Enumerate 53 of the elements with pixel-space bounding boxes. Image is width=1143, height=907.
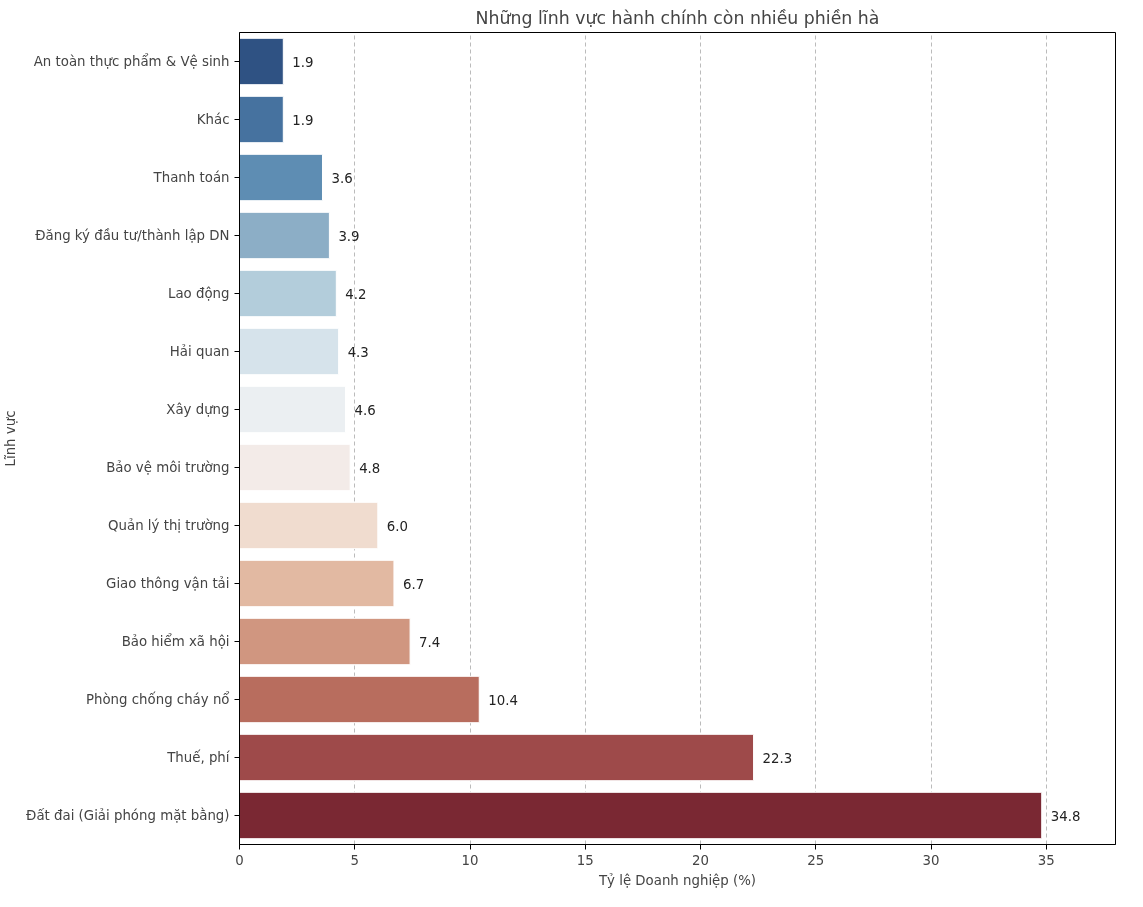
bar xyxy=(239,559,395,608)
bar xyxy=(239,211,330,260)
y-tick-label: Phòng chống cháy nổ xyxy=(85,691,230,707)
y-tick-label: Khác xyxy=(196,112,230,127)
bar xyxy=(239,791,1043,840)
x-tick-label: 10 xyxy=(461,852,479,868)
data-label: 3.6 xyxy=(331,170,353,186)
data-label: 10.4 xyxy=(488,692,518,708)
data-label: 4.8 xyxy=(359,460,381,476)
data-label: 3.9 xyxy=(338,228,360,244)
chart-title: Những lĩnh vực hành chính còn nhiều phiền hà xyxy=(475,7,880,28)
x-axis-title: Tỷ lệ Doanh nghiệp (%) xyxy=(597,872,757,888)
x-tick-label: 20 xyxy=(692,852,710,868)
data-label: 1.9 xyxy=(292,54,314,70)
data-label: 1.9 xyxy=(292,112,314,128)
data-label: 22.3 xyxy=(762,750,793,766)
bar xyxy=(239,675,480,724)
data-label: 34.8 xyxy=(1050,808,1081,824)
y-tick-label: An toàn thực phẩm & Vệ sinh xyxy=(33,53,230,69)
y-tick-label: Đất đai (Giải phóng mặt bằng) xyxy=(26,807,230,823)
data-label: 4.2 xyxy=(345,286,367,302)
data-label: 7.4 xyxy=(419,634,441,650)
y-axis-title: Lĩnh vực xyxy=(3,410,19,467)
data-label: 6.7 xyxy=(402,576,425,592)
y-tick-label: Hải quan xyxy=(169,344,230,359)
bar xyxy=(239,617,411,666)
bar xyxy=(239,733,755,782)
bar xyxy=(239,95,284,144)
y-tick-label: Bảo vệ môi trường xyxy=(106,460,230,475)
y-tick-label: Giao thông vận tải xyxy=(106,576,230,591)
bar xyxy=(239,501,379,550)
y-tick-label: Lao động xyxy=(167,286,230,301)
data-label: 6.0 xyxy=(386,518,409,534)
bar xyxy=(239,37,284,86)
bar xyxy=(239,153,323,202)
data-label: 4.6 xyxy=(354,402,376,418)
bar xyxy=(239,327,340,376)
bar xyxy=(239,385,347,434)
x-tick-label: 30 xyxy=(922,852,940,868)
bar xyxy=(239,443,351,492)
x-tick-label: 5 xyxy=(350,852,360,868)
y-tick-label: Quản lý thị trường xyxy=(108,518,230,533)
x-tick-label: 35 xyxy=(1037,852,1055,868)
y-tick-label: Thanh toán xyxy=(152,170,230,185)
y-tick-label: Xây dựng xyxy=(166,402,230,417)
x-tick-label: 25 xyxy=(807,852,825,868)
bar xyxy=(239,269,337,318)
x-tick-label: 15 xyxy=(576,852,594,868)
y-tick-label: Bảo hiểm xã hội xyxy=(121,633,230,649)
data-label: 4.3 xyxy=(347,344,369,360)
y-tick-label: Thuế, phí xyxy=(166,749,231,765)
y-tick-label: Đăng ký đầu tư/thành lập DN xyxy=(35,228,230,243)
x-tick-label: 0 xyxy=(235,852,244,868)
